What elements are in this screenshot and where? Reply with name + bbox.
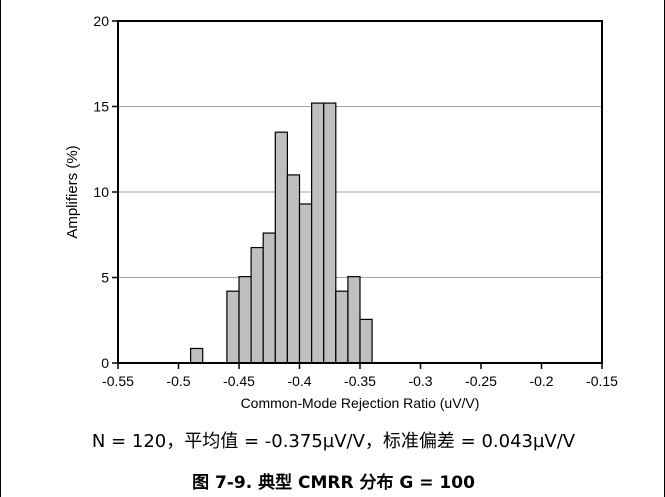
- x-tick-label: -0.35: [344, 373, 376, 389]
- histogram-bar: [262, 232, 276, 364]
- y-tick-label: 20: [93, 13, 109, 29]
- x-tick-label: -0.5: [166, 373, 190, 389]
- y-tick-label: 15: [93, 99, 109, 115]
- histogram-bar: [335, 290, 349, 364]
- y-tick-label: 0: [101, 355, 109, 371]
- x-tick-label: -0.25: [465, 373, 497, 389]
- x-tick-label: -0.2: [529, 373, 553, 389]
- tick-layer: -0.55 -0.5 -0.45 -0.4 -0.35 -0.3 -0.25 -0.2 -0.1…: [93, 13, 618, 389]
- histogram-bar: [347, 276, 361, 364]
- histogram-bar: [190, 347, 204, 364]
- histogram-chart: -0.55 -0.5 -0.45 -0.4 -0.35 -0.3 -0.25 -0.2 -0.1…: [64, 13, 618, 411]
- histogram-bar: [323, 102, 337, 364]
- x-tick-label: -0.55: [102, 373, 134, 389]
- histogram-bar: [226, 290, 240, 364]
- x-tick-label: -0.4: [287, 373, 311, 389]
- distribution-stats: N = 120，平均值 = -0.375µV/V，标准偏差 = 0.043µV/…: [91, 431, 576, 452]
- histogram-bar: [311, 102, 325, 364]
- x-tick-label: -0.3: [408, 373, 432, 389]
- grid-layer: [118, 106, 602, 278]
- y-tick-label: 10: [93, 184, 109, 200]
- x-tick-label: -0.45: [223, 373, 255, 389]
- histogram-bar: [238, 276, 252, 364]
- y-axis-label: Amplifiers (%): [64, 145, 81, 238]
- histogram-bar: [286, 174, 301, 364]
- figure-caption: 图 7-9. 典型 CMRR 分布 G = 100: [192, 473, 475, 493]
- x-tick-label: -0.15: [586, 373, 618, 389]
- x-axis-label: Common-Mode Rejection Ratio (uV/V): [241, 395, 480, 411]
- histogram-bar: [359, 318, 373, 364]
- bar-layer: [190, 102, 373, 364]
- y-tick-label: 5: [101, 270, 109, 286]
- histogram-bar: [250, 246, 264, 364]
- histogram-bar: [298, 203, 313, 364]
- histogram-bar: [274, 131, 288, 364]
